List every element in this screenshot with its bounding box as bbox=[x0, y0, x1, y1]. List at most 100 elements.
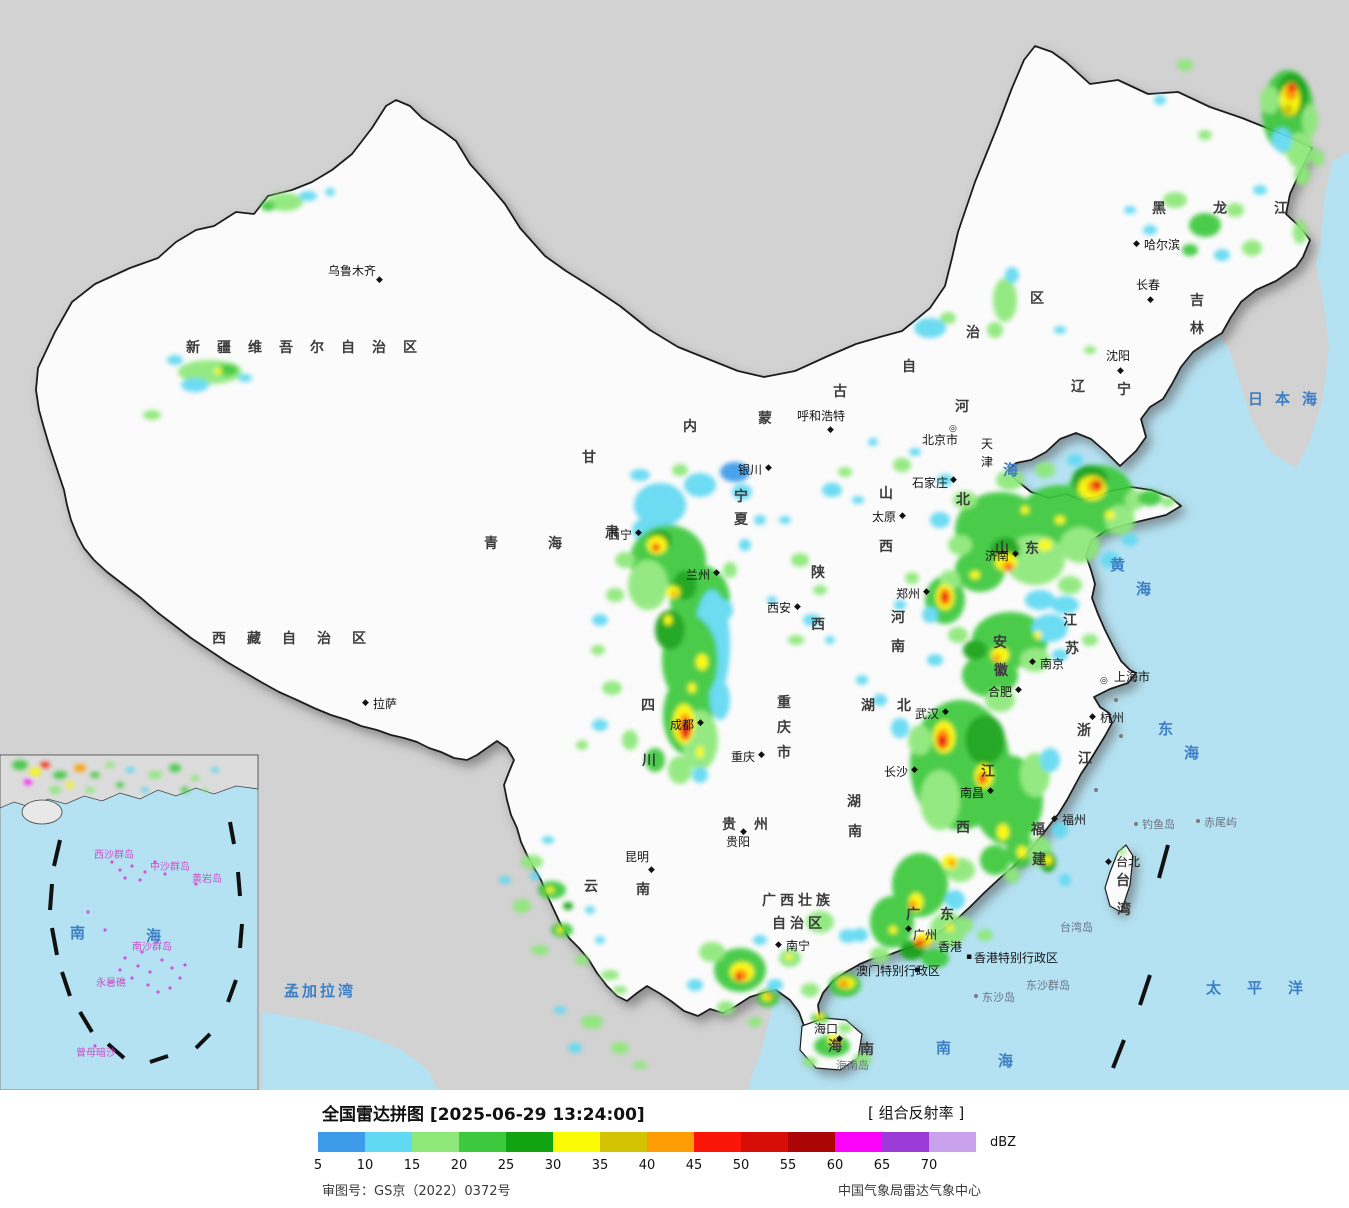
radar-echo bbox=[985, 688, 1015, 712]
map-label: ◆ bbox=[376, 275, 383, 285]
inset-island-mark bbox=[103, 928, 107, 932]
map-label: 澳门特别行政区 bbox=[856, 963, 940, 978]
map-label: 西 bbox=[956, 820, 970, 836]
radar-echo bbox=[892, 853, 948, 917]
radar-echo bbox=[937, 474, 953, 486]
legend-segment: 45 bbox=[686, 1132, 741, 1173]
inset-island-mark bbox=[138, 878, 142, 882]
radar-echo bbox=[181, 378, 209, 392]
legend-panel: 全国雷达拼图 [2025-06-29 13:24:00] [ 组合反射率 ] 5… bbox=[0, 1090, 1349, 1208]
map-label: ◆ bbox=[836, 1034, 843, 1044]
map-label: ◆ bbox=[1133, 239, 1140, 249]
map-label: 黄 bbox=[1110, 556, 1125, 574]
radar-echo bbox=[930, 512, 950, 528]
map-label: 曾母暗沙 bbox=[76, 1046, 116, 1059]
radar-echo bbox=[1124, 206, 1136, 214]
legend-swatch bbox=[553, 1132, 600, 1152]
sea-east bbox=[748, 152, 1349, 1090]
map-label: 山 bbox=[879, 486, 893, 502]
sea-bengal bbox=[262, 1012, 438, 1090]
map-label: ◆ bbox=[765, 463, 772, 473]
legend-segment: 30 bbox=[545, 1132, 600, 1173]
boundary-dash bbox=[226, 979, 238, 1003]
legend-swatch bbox=[412, 1132, 459, 1152]
radar-echo bbox=[803, 614, 821, 626]
map-label: ▪ bbox=[966, 952, 972, 962]
radar-echo bbox=[920, 770, 960, 830]
legend-unit: dBZ bbox=[990, 1135, 1017, 1150]
map-label: ◆ bbox=[1012, 549, 1019, 559]
map-label: ◆ bbox=[713, 568, 720, 578]
radar-echo bbox=[965, 715, 1005, 765]
radar-echo bbox=[29, 768, 41, 776]
map-label: 太平洋 bbox=[1206, 979, 1329, 997]
radar-echo bbox=[671, 591, 677, 597]
radar-echo bbox=[542, 836, 554, 844]
map-label: 西宁 bbox=[608, 527, 632, 542]
boundary-dash bbox=[1138, 974, 1152, 1006]
map-label: 北 bbox=[956, 492, 970, 508]
boundary-dash bbox=[194, 1032, 212, 1050]
radar-echo bbox=[591, 645, 605, 655]
radar-echo bbox=[946, 924, 954, 932]
radar-echo bbox=[1118, 849, 1126, 855]
radar-echo bbox=[90, 772, 100, 778]
inset-island-mark bbox=[168, 986, 172, 990]
map-label: 东 bbox=[1025, 540, 1039, 557]
boundary-dash bbox=[60, 971, 72, 997]
radar-echo bbox=[214, 368, 222, 374]
radar-echo bbox=[653, 545, 659, 551]
radar-echo bbox=[1105, 505, 1135, 535]
inset-island-layer bbox=[86, 860, 198, 1048]
radar-echo-layer bbox=[12, 59, 1324, 1069]
radar-echo bbox=[116, 782, 124, 788]
map-label: 南沙群岛 bbox=[132, 940, 172, 953]
map-label: 长沙 bbox=[884, 765, 908, 779]
radar-echo bbox=[696, 654, 708, 670]
boundary-dash-layer bbox=[48, 821, 1170, 1069]
island-dot bbox=[974, 994, 978, 998]
inset-island-mark bbox=[123, 956, 127, 960]
radar-echo bbox=[1055, 516, 1065, 524]
inset-island-mark bbox=[143, 870, 147, 874]
radar-echo bbox=[720, 462, 750, 482]
radar-echo bbox=[1154, 95, 1166, 105]
radar-echo bbox=[801, 983, 819, 997]
radar-echo bbox=[1059, 874, 1071, 886]
radar-echo bbox=[630, 469, 650, 481]
radar-echo bbox=[49, 786, 61, 794]
radar-echo bbox=[1283, 104, 1293, 116]
legend-swatch bbox=[788, 1132, 835, 1152]
map-label: 西 bbox=[811, 617, 825, 633]
map-label: 太原 bbox=[872, 509, 896, 524]
radar-echo bbox=[979, 774, 985, 784]
map-label: 海口 bbox=[814, 1021, 838, 1036]
radar-echo bbox=[723, 562, 737, 578]
map-label: 南 bbox=[636, 881, 650, 898]
boundary-dash bbox=[52, 839, 62, 867]
radar-echo bbox=[615, 552, 635, 568]
island-dot bbox=[1196, 819, 1200, 823]
radar-echo bbox=[672, 464, 688, 476]
map-label: ◆ bbox=[794, 602, 801, 612]
map-label: 台 bbox=[1116, 872, 1130, 889]
radar-echo bbox=[1286, 132, 1314, 168]
radar-echo bbox=[909, 900, 917, 910]
radar-echo bbox=[1017, 846, 1027, 858]
map-label: 银川 bbox=[738, 463, 762, 477]
radar-echo bbox=[181, 787, 189, 793]
map-label: 贵阳 bbox=[726, 835, 750, 849]
boundary-dash bbox=[50, 927, 59, 956]
radar-echo bbox=[1302, 104, 1318, 136]
map-label: 东沙群岛 bbox=[1026, 978, 1070, 992]
radar-echo bbox=[806, 911, 834, 933]
radar-echo bbox=[868, 438, 878, 446]
radar-echo bbox=[822, 483, 842, 497]
legend-segment: 5 bbox=[314, 1132, 365, 1173]
legend-tick: 35 bbox=[591, 1158, 609, 1173]
radar-echo bbox=[953, 491, 977, 509]
legend-tick: 25 bbox=[497, 1158, 515, 1173]
map-label: 赤尾屿 bbox=[1204, 816, 1237, 829]
